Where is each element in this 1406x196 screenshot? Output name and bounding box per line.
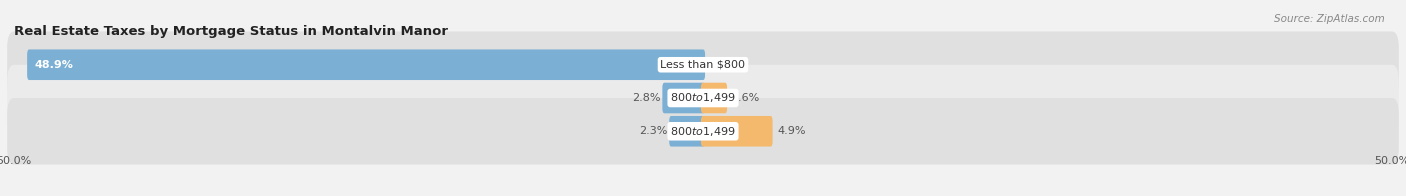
Text: 1.6%: 1.6% — [733, 93, 761, 103]
FancyBboxPatch shape — [702, 83, 727, 113]
Text: 48.9%: 48.9% — [35, 60, 73, 70]
Text: 2.3%: 2.3% — [638, 126, 668, 136]
Text: Real Estate Taxes by Mortgage Status in Montalvin Manor: Real Estate Taxes by Mortgage Status in … — [14, 25, 449, 38]
Text: 2.8%: 2.8% — [631, 93, 661, 103]
Text: 2.8%: 2.8% — [669, 93, 700, 103]
FancyBboxPatch shape — [7, 32, 1399, 98]
FancyBboxPatch shape — [7, 98, 1399, 164]
Text: $800 to $1,499: $800 to $1,499 — [671, 125, 735, 138]
FancyBboxPatch shape — [669, 116, 704, 147]
Text: Less than $800: Less than $800 — [661, 60, 745, 70]
FancyBboxPatch shape — [662, 83, 704, 113]
Text: $800 to $1,499: $800 to $1,499 — [671, 92, 735, 104]
FancyBboxPatch shape — [7, 65, 1399, 131]
Text: 0.0%: 0.0% — [710, 60, 738, 70]
Text: 4.9%: 4.9% — [778, 126, 806, 136]
Text: 2.3%: 2.3% — [676, 126, 707, 136]
Text: Source: ZipAtlas.com: Source: ZipAtlas.com — [1274, 14, 1385, 24]
FancyBboxPatch shape — [702, 116, 772, 147]
FancyBboxPatch shape — [27, 49, 704, 80]
